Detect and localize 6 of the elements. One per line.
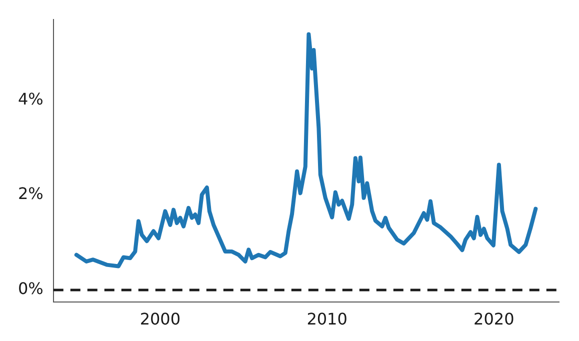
- y-tick-label: 0%: [18, 279, 44, 298]
- y-tick-label: 4%: [18, 89, 44, 108]
- x-tick-label: 2020: [474, 310, 514, 329]
- x-tick-label: 2010: [306, 310, 348, 329]
- y-tick-label: 2%: [18, 184, 44, 204]
- x-tick-label: 2000: [140, 310, 181, 329]
